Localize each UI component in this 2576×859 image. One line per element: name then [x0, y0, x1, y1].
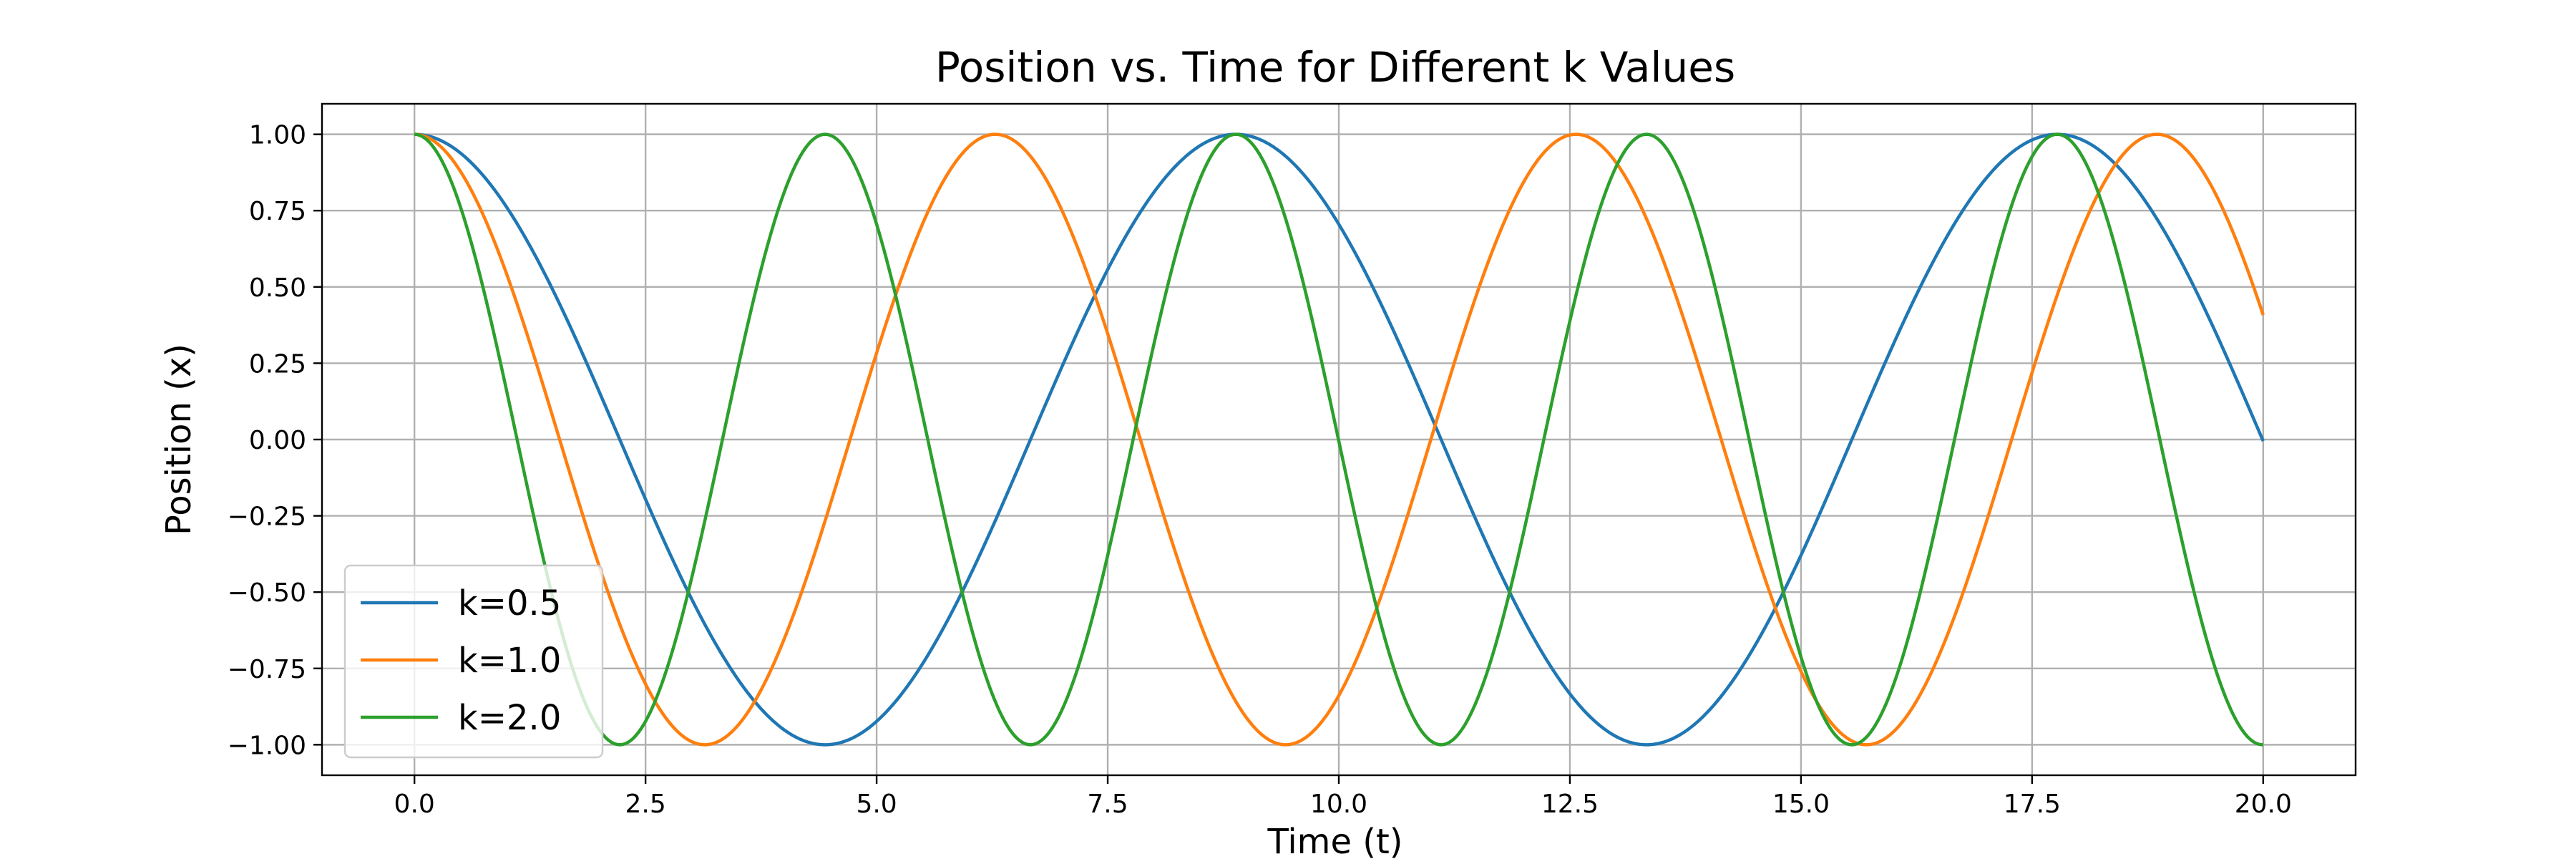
x-tick-label: 17.5	[2004, 790, 2061, 819]
series-line-2	[414, 132, 2265, 747]
x-tick-label: 5.0	[856, 790, 897, 819]
series-line-1	[414, 132, 2265, 747]
series-lines	[414, 132, 2265, 747]
series-line-3	[414, 132, 2263, 747]
x-tick-label: 20.0	[2235, 790, 2292, 819]
y-tick-label: 0.25	[249, 349, 306, 379]
x-tick-label: 7.5	[1087, 790, 1128, 819]
x-axis-ticks: 0.0 2.5 5.0 7.5 10.0 12.5 15.0 17.5 20.0	[394, 775, 2292, 819]
legend-entry: k=2.0	[458, 698, 561, 738]
legend-box	[343, 564, 604, 759]
legend-entry: k=1.0	[458, 641, 561, 681]
y-tick-label: −1.00	[228, 731, 306, 760]
chart-title: Position vs. Time for Different k Values	[935, 43, 1735, 92]
x-tick-label: 10.0	[1310, 790, 1367, 819]
y-tick-label: 0.00	[249, 426, 306, 455]
y-tick-label: −0.25	[228, 503, 306, 532]
y-axis-ticks: 1.00 0.75 0.50 0.25 0.00 −0.25 −0.50 −0.75 −1.00	[228, 121, 322, 760]
y-tick-label: 0.50	[249, 273, 306, 303]
legend-entry: k=0.5	[458, 583, 561, 623]
x-tick-label: 2.5	[625, 790, 666, 819]
x-tick-label: 0.0	[394, 790, 435, 819]
legend: k=0.5 k=1.0 k=2.0	[343, 564, 604, 759]
x-tick-label: 12.5	[1541, 790, 1599, 819]
y-axis-label: Position (x)	[159, 344, 199, 535]
x-axis-label: Time (t)	[1267, 822, 1403, 859]
y-tick-label: −0.75	[228, 655, 306, 684]
y-tick-label: 1.00	[249, 121, 306, 150]
y-tick-label: −0.50	[228, 578, 306, 608]
y-tick-label: 0.75	[249, 197, 306, 226]
x-tick-label: 15.0	[1772, 790, 1830, 819]
